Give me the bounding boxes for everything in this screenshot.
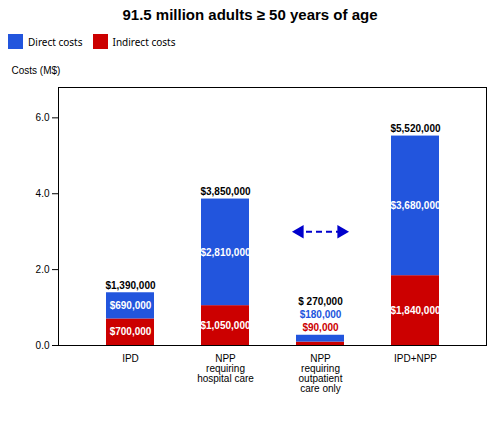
svg-text:$2,810,000: $2,810,000 — [200, 247, 250, 258]
svg-text:$90,000: $90,000 — [302, 322, 339, 333]
svg-text:$3,680,000: $3,680,000 — [390, 200, 440, 211]
svg-text:NPPrequiringhospital care: NPPrequiringhospital care — [197, 353, 254, 384]
svg-text:$690,000: $690,000 — [110, 300, 152, 311]
svg-text:4.0: 4.0 — [36, 188, 50, 199]
svg-text:$1,390,000: $1,390,000 — [105, 280, 155, 291]
svg-text:IPD: IPD — [122, 353, 139, 364]
svg-text:$5,520,000: $5,520,000 — [390, 123, 440, 134]
html-text:91.5 million adults ≥ 50 years: 91.5 million adults ≥ 50 years of age — [122, 6, 378, 23]
svg-text:Costs (M$): Costs (M$) — [12, 65, 61, 76]
svg-text:0.0: 0.0 — [36, 340, 50, 351]
svg-text:IPD+NPP: IPD+NPP — [394, 353, 437, 364]
svg-text:$700,000: $700,000 — [110, 326, 152, 337]
svg-text:NPPrequiringoutpatientcare onl: NPPrequiringoutpatientcare only — [299, 353, 343, 394]
svg-text:$1,050,000: $1,050,000 — [200, 320, 250, 331]
svg-text:$180,000: $180,000 — [300, 309, 342, 320]
svg-text:$3,850,000: $3,850,000 — [200, 186, 250, 197]
html-text:Direct costs: Direct costs — [28, 34, 83, 49]
svg-text:$ 270,000: $ 270,000 — [298, 296, 343, 307]
svg-text:$1,840,000: $1,840,000 — [390, 305, 440, 316]
html-text:Indirect costs: Indirect costs — [112, 34, 176, 49]
svg-text:2.0: 2.0 — [36, 264, 50, 275]
svg-text:6.0: 6.0 — [36, 112, 50, 123]
